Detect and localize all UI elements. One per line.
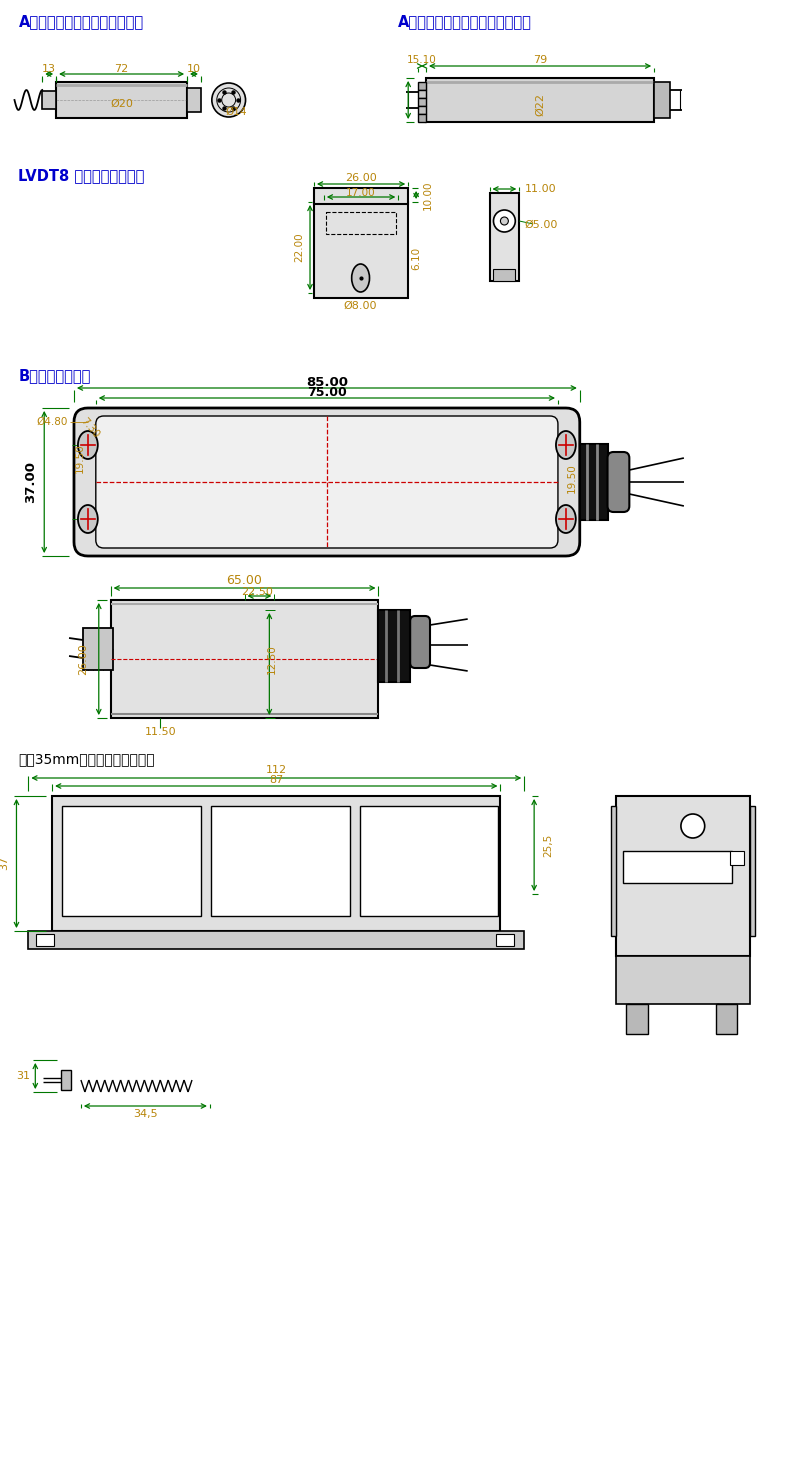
Bar: [418, 98, 426, 105]
Text: 17.00: 17.00: [346, 187, 375, 198]
Bar: [654, 82, 670, 119]
Text: 26.00: 26.00: [344, 173, 377, 183]
Text: 6.10: 6.10: [411, 246, 421, 269]
Ellipse shape: [352, 264, 370, 291]
Text: A型圆管电子仓（模拟量输出）: A型圆管电子仓（模拟量输出）: [18, 15, 144, 29]
Bar: [56, 82, 187, 119]
Circle shape: [212, 83, 246, 117]
Bar: [359, 807, 498, 916]
Text: 19.50: 19.50: [566, 463, 577, 493]
Text: 37: 37: [0, 856, 9, 870]
Ellipse shape: [78, 505, 98, 533]
Bar: [28, 931, 525, 949]
Bar: [616, 956, 750, 1004]
Bar: [418, 114, 426, 122]
Bar: [111, 600, 378, 717]
Text: 31: 31: [17, 1072, 30, 1080]
Bar: [211, 807, 350, 916]
Bar: [418, 82, 426, 89]
Text: 65.00: 65.00: [227, 574, 262, 587]
Circle shape: [494, 209, 515, 231]
Bar: [314, 187, 408, 203]
Circle shape: [681, 814, 705, 837]
Bar: [626, 1004, 648, 1034]
FancyBboxPatch shape: [74, 408, 580, 556]
Bar: [496, 934, 514, 946]
Text: 7.30: 7.30: [78, 416, 101, 441]
Text: Ø5.00: Ø5.00: [525, 220, 558, 230]
Circle shape: [500, 217, 508, 225]
Text: 11.00: 11.00: [525, 184, 557, 195]
Bar: [62, 807, 201, 916]
Ellipse shape: [78, 430, 98, 460]
Text: 15.10: 15.10: [407, 56, 437, 64]
Text: 22.50: 22.50: [242, 587, 273, 597]
Text: 75.00: 75.00: [307, 386, 347, 400]
Text: 79: 79: [533, 56, 547, 64]
Text: 25,5: 25,5: [543, 833, 553, 856]
Bar: [616, 796, 750, 956]
Text: Ø20: Ø20: [110, 100, 133, 108]
Text: A型圆管电子仓（数字信号输出）: A型圆管电子仓（数字信号输出）: [398, 15, 532, 29]
Bar: [187, 88, 201, 113]
FancyBboxPatch shape: [96, 416, 558, 548]
Text: 37.00: 37.00: [24, 461, 37, 504]
Bar: [494, 269, 515, 281]
Bar: [418, 105, 426, 114]
Text: Ø8.00: Ø8.00: [344, 302, 378, 310]
Text: Ø22: Ø22: [535, 94, 545, 117]
Bar: [426, 78, 654, 122]
Text: 112: 112: [265, 766, 287, 774]
Text: 34,5: 34,5: [133, 1110, 158, 1118]
Text: 11.50: 11.50: [145, 728, 176, 736]
Text: 26.00: 26.00: [78, 643, 88, 675]
Bar: [61, 1070, 71, 1091]
Text: 19.50: 19.50: [75, 444, 85, 473]
Bar: [42, 91, 56, 108]
Bar: [731, 851, 744, 865]
Bar: [716, 1004, 737, 1034]
Bar: [52, 796, 500, 931]
Text: 87: 87: [269, 774, 284, 785]
Text: 10: 10: [187, 64, 201, 75]
Bar: [83, 628, 113, 671]
Bar: [378, 610, 410, 682]
Text: B型长方形电子仓: B型长方形电子仓: [18, 367, 91, 384]
FancyBboxPatch shape: [608, 452, 630, 512]
Text: LVDT8 测笔塑料安装支架: LVDT8 测笔塑料安装支架: [18, 168, 145, 183]
Text: 10.00: 10.00: [423, 180, 433, 209]
Bar: [314, 202, 408, 299]
Text: 22.00: 22.00: [294, 233, 304, 262]
Text: 13: 13: [42, 64, 56, 75]
Bar: [490, 193, 519, 281]
Bar: [750, 807, 755, 935]
Bar: [326, 212, 397, 234]
Bar: [418, 89, 426, 98]
FancyBboxPatch shape: [410, 616, 430, 668]
Ellipse shape: [556, 430, 576, 460]
Text: Ø4.80: Ø4.80: [36, 417, 68, 427]
Text: 85.00: 85.00: [306, 375, 348, 388]
Bar: [623, 851, 732, 883]
Ellipse shape: [556, 505, 576, 533]
Text: 72: 72: [115, 64, 129, 75]
Bar: [580, 444, 608, 520]
Bar: [36, 934, 55, 946]
Text: 标准35mm导轨式安装尺寸图：: 标准35mm导轨式安装尺寸图：: [18, 752, 155, 766]
Text: 12.50: 12.50: [266, 644, 276, 673]
Bar: [611, 807, 616, 935]
Text: Ø14: Ø14: [226, 107, 247, 117]
